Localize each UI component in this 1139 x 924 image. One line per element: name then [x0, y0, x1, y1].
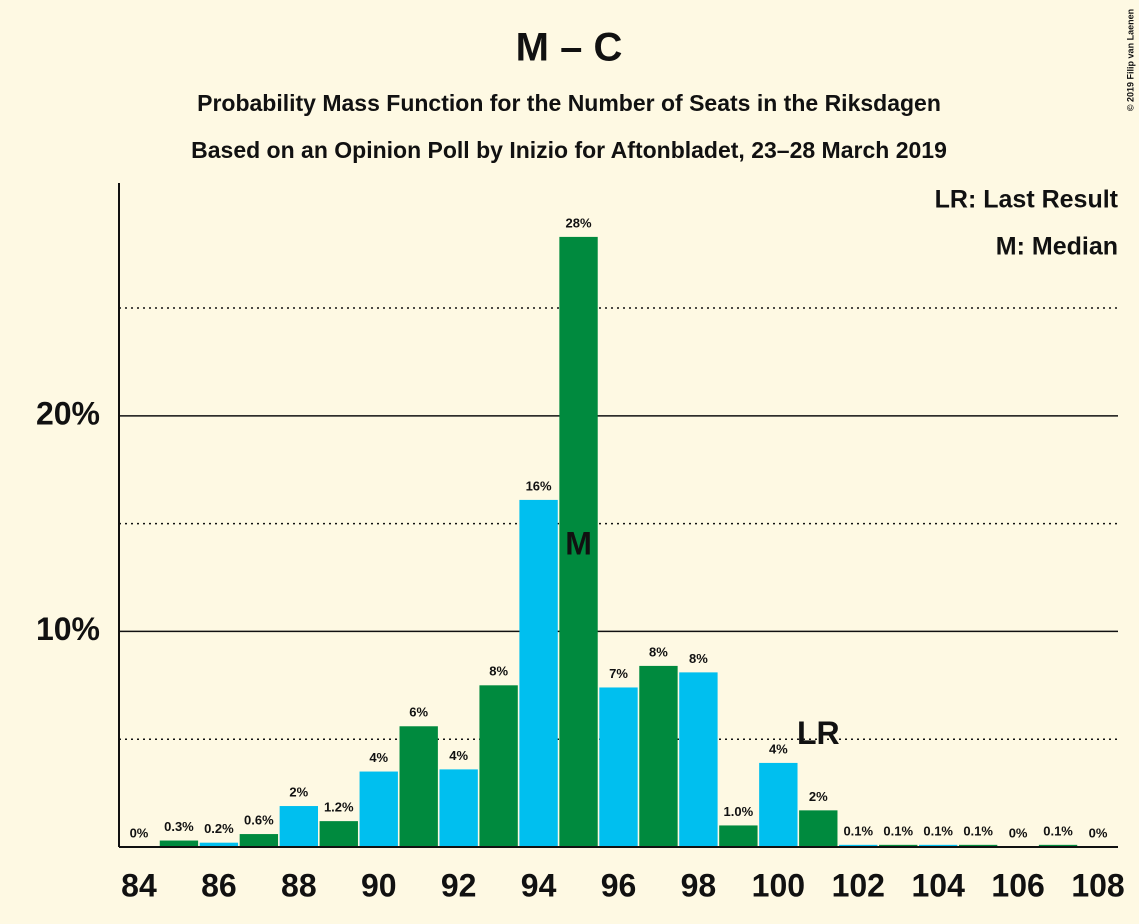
- value-label: 8%: [489, 664, 508, 679]
- bar: [239, 834, 279, 847]
- value-label: 0.1%: [883, 823, 913, 838]
- value-label: 1.2%: [324, 800, 354, 815]
- value-label: 0.1%: [1043, 823, 1073, 838]
- value-label: 2%: [809, 789, 828, 804]
- bar: [479, 685, 518, 847]
- value-label: 0.3%: [164, 819, 194, 834]
- bar: [879, 844, 918, 847]
- value-label: 6%: [409, 705, 428, 720]
- bar: [599, 687, 638, 847]
- value-label: 8%: [689, 651, 708, 666]
- value-label: 0%: [1089, 825, 1108, 840]
- value-label: 4%: [449, 748, 468, 763]
- bar: [958, 844, 998, 847]
- value-label: 2%: [289, 784, 308, 799]
- bar: [319, 821, 358, 847]
- value-label: 4%: [369, 750, 388, 765]
- chart-title: M – C: [516, 26, 623, 70]
- copyright: © 2019 Filip van Laenen: [1125, 9, 1135, 111]
- x-tick-label: 84: [121, 867, 157, 903]
- value-label: 0.1%: [963, 823, 993, 838]
- x-tick-label: 90: [361, 867, 397, 903]
- legend-entry: M: Median: [996, 233, 1118, 261]
- annotation: M: [565, 525, 592, 561]
- bar: [159, 840, 199, 847]
- y-tick-label: 10%: [36, 611, 100, 647]
- bar: [519, 499, 558, 847]
- bar: [639, 665, 678, 847]
- x-tick-label: 86: [201, 867, 237, 903]
- value-label: 0.1%: [923, 823, 953, 838]
- legend-entry: LR: Last Result: [935, 186, 1119, 214]
- bar: [759, 762, 798, 847]
- value-label: 8%: [649, 644, 668, 659]
- x-tick-label: 94: [521, 867, 557, 903]
- value-label: 7%: [609, 666, 628, 681]
- x-tick-label: 102: [832, 867, 885, 903]
- bar: [279, 806, 319, 847]
- bar: [439, 769, 478, 847]
- value-label: 4%: [769, 741, 788, 756]
- x-tick-label: 98: [681, 867, 717, 903]
- value-label: 0%: [1009, 825, 1028, 840]
- bar: [839, 844, 878, 847]
- value-label: 1.0%: [724, 804, 754, 819]
- value-label: 28%: [566, 215, 592, 230]
- y-tick-label: 20%: [36, 395, 100, 431]
- bar: [719, 825, 758, 847]
- bar: [799, 810, 838, 847]
- value-label: 0.6%: [244, 813, 274, 828]
- bar: [559, 236, 598, 847]
- x-tick-label: 108: [1071, 867, 1124, 903]
- bar: [399, 726, 438, 847]
- bar: [1038, 844, 1078, 847]
- value-label: 0.2%: [204, 821, 234, 836]
- x-tick-label: 92: [441, 867, 477, 903]
- x-tick-label: 96: [601, 867, 637, 903]
- annotation: LR: [797, 715, 840, 751]
- x-tick-label: 104: [911, 867, 965, 903]
- bar: [359, 771, 398, 847]
- chart-subtitle: Probability Mass Function for the Number…: [197, 90, 941, 116]
- x-tick-label: 100: [752, 867, 805, 903]
- value-label: 0.1%: [843, 823, 873, 838]
- value-label: 0%: [130, 825, 149, 840]
- x-tick-label: 106: [991, 867, 1044, 903]
- x-tick-label: 88: [281, 867, 317, 903]
- bar: [199, 842, 239, 847]
- bar: [679, 672, 718, 847]
- chart-subtitle: Based on an Opinion Poll by Inizio for A…: [191, 137, 947, 163]
- value-label: 16%: [526, 478, 552, 493]
- bar: [918, 844, 958, 847]
